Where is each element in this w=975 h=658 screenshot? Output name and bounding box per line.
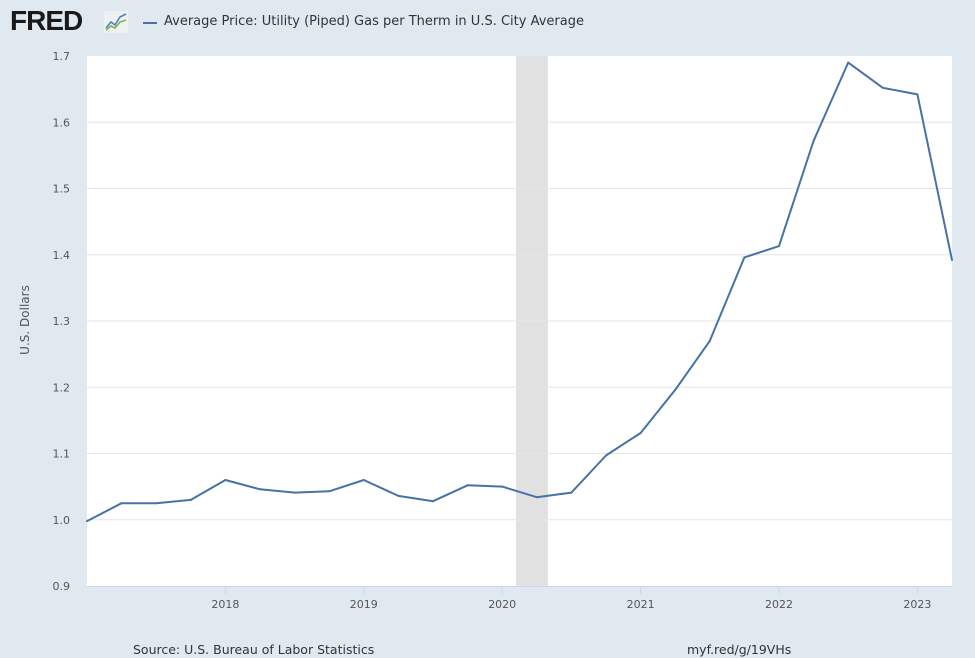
data-point[interactable]	[708, 339, 711, 342]
short-link[interactable]: myf.red/g/19VHs	[687, 642, 792, 657]
data-point[interactable]	[224, 479, 227, 481]
data-point[interactable]	[812, 139, 815, 142]
y-tick-label: 1.5	[53, 183, 71, 196]
data-point[interactable]	[674, 388, 677, 391]
data-point[interactable]	[501, 485, 504, 488]
data-point[interactable]	[466, 484, 469, 487]
data-point[interactable]	[120, 502, 123, 505]
data-point[interactable]	[362, 479, 365, 481]
chart-line-icon	[104, 11, 128, 33]
data-point[interactable]	[639, 431, 642, 434]
x-tick-label: 2021	[627, 598, 655, 611]
grid-lines	[87, 121, 952, 587]
data-point[interactable]	[432, 500, 434, 503]
data-point[interactable]	[743, 256, 746, 259]
data-point[interactable]	[881, 86, 884, 89]
data-point[interactable]	[189, 498, 192, 501]
data-point[interactable]	[916, 93, 919, 96]
y-tick-label: 1.2	[53, 381, 71, 394]
legend-swatch	[143, 22, 157, 24]
x-tick-label: 2020	[488, 598, 516, 611]
data-point[interactable]	[86, 520, 88, 523]
x-tick-label: 2019	[350, 598, 378, 611]
y-tick-label: 1.6	[53, 116, 71, 129]
data-point[interactable]	[951, 259, 953, 262]
data-point[interactable]	[397, 494, 400, 497]
y-tick-label: 1.1	[53, 448, 71, 461]
legend-label[interactable]: Average Price: Utility (Piped) Gas per T…	[164, 14, 584, 29]
series-line[interactable]	[86, 61, 953, 522]
data-point[interactable]	[328, 490, 331, 493]
x-tick-label: 2018	[211, 598, 239, 611]
series-layer	[86, 61, 953, 523]
y-axis-label: U.S. Dollars	[18, 285, 32, 355]
y-tick-label: 1.4	[53, 249, 71, 262]
x-axis-ticks: 2018 2019 2020 2021 2022 2023	[211, 586, 931, 611]
data-point[interactable]	[293, 491, 296, 494]
data-point[interactable]	[847, 61, 850, 64]
source-note: Source: U.S. Bureau of Labor Statistics	[133, 642, 375, 657]
y-axis-ticks: 0.9 1.0 1.1 1.2 1.3 1.4 1.5 1.6 1.7	[53, 50, 71, 593]
data-point[interactable]	[535, 496, 538, 499]
y-tick-label: 1.3	[53, 315, 71, 328]
data-point[interactable]	[605, 454, 607, 457]
data-point[interactable]	[155, 502, 158, 505]
data-point[interactable]	[570, 491, 573, 494]
x-tick-label: 2022	[765, 598, 793, 611]
y-tick-label: 1.7	[53, 50, 71, 63]
x-tick-label: 2023	[903, 598, 931, 611]
fred-logo[interactable]: FRED	[10, 5, 83, 36]
y-tick-label: 0.9	[53, 580, 71, 593]
data-point[interactable]	[259, 488, 261, 491]
y-tick-label: 1.0	[53, 514, 71, 527]
data-point[interactable]	[778, 245, 780, 248]
chart-header: FRED Average Price: Utility (Piped) Gas …	[0, 0, 975, 46]
